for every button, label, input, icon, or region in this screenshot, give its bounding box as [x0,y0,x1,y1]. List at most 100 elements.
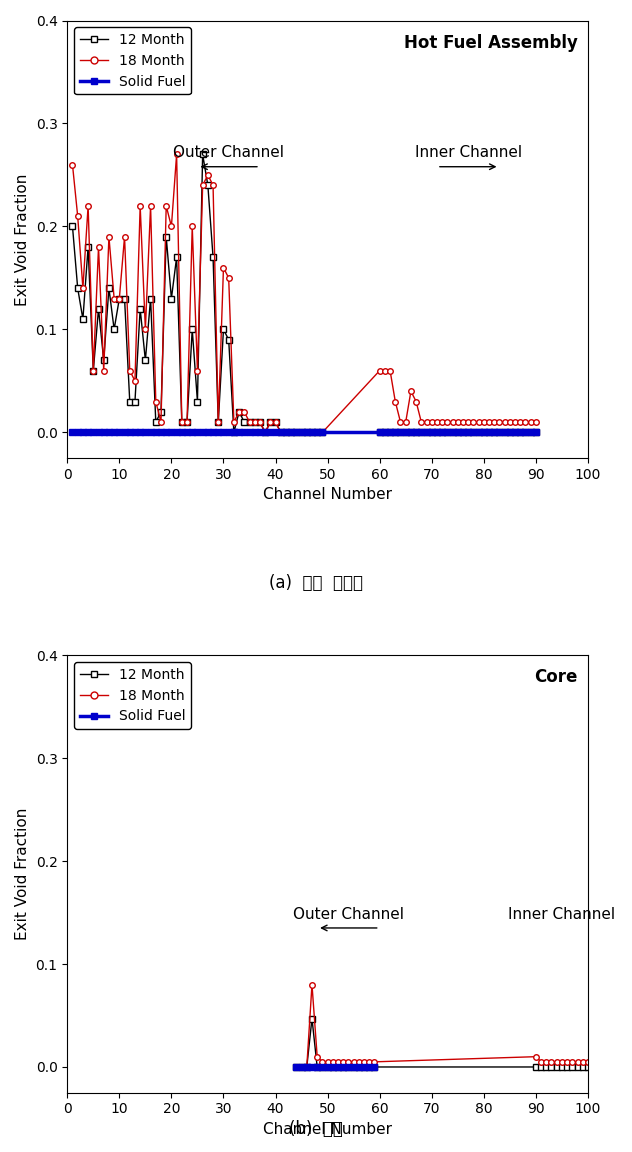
18 Month [173,147,180,161]
12 Month [381,425,389,439]
12 Month [324,1060,331,1074]
18 Month [532,1049,540,1063]
18 Month [298,1060,305,1074]
12 Month [532,425,540,439]
18 Month [344,1055,352,1069]
Solid Fuel [319,425,326,439]
18 Month [339,1055,347,1069]
12 Month [563,1060,571,1074]
Text: Outer Channel: Outer Channel [293,907,404,922]
12 Month [376,425,384,439]
X-axis label: Channel Number: Channel Number [263,487,392,502]
18 Month [324,1055,331,1069]
Text: Outer Channel: Outer Channel [173,144,284,159]
18 Month [308,978,316,992]
18 Month [376,364,384,378]
18 Month [329,1055,337,1069]
18 Month [293,1060,300,1074]
18 Month [574,1055,581,1069]
Text: (a)  고온  집합체: (a) 고온 집합체 [269,574,363,592]
X-axis label: Channel Number: Channel Number [263,1122,392,1137]
18 Month [532,415,540,429]
Solid Fuel [386,425,394,439]
12 Month [537,1060,545,1074]
12 Month [365,1060,373,1074]
18 Month [303,1060,310,1074]
Solid Fuel [329,1060,337,1074]
18 Month [69,158,76,172]
18 Month [371,1055,379,1069]
18 Month [563,1055,571,1069]
12 Month [558,1060,566,1074]
18 Month [397,415,404,429]
Solid Fuel [313,1060,321,1074]
18 Month [262,425,269,439]
18 Month [579,1055,586,1069]
Line: Solid Fuel: Solid Fuel [294,1064,377,1070]
Line: 12 Month: 12 Month [294,1016,591,1070]
18 Month [542,1055,550,1069]
Y-axis label: Exit Void Fraction: Exit Void Fraction [15,808,30,940]
12 Month [262,425,269,439]
18 Month [495,415,503,429]
Solid Fuel [350,1060,358,1074]
12 Month [542,1060,550,1074]
12 Month [199,147,207,161]
Solid Fuel [360,1060,368,1074]
18 Month [412,395,420,409]
12 Month [355,1060,363,1074]
Solid Fuel [339,1060,347,1074]
12 Month [69,220,76,234]
Solid Fuel [485,425,493,439]
Solid Fuel [293,1060,300,1074]
Solid Fuel [324,1060,331,1074]
Solid Fuel [308,1060,316,1074]
Legend: 12 Month, 18 Month, Solid Fuel: 12 Month, 18 Month, Solid Fuel [74,662,191,729]
18 Month [558,1055,566,1069]
Text: Inner Channel: Inner Channel [508,907,616,922]
18 Month [381,364,389,378]
18 Month [553,1055,561,1069]
18 Month [537,1055,545,1069]
12 Month [298,1060,305,1074]
Solid Fuel [344,1060,352,1074]
12 Month [230,425,238,439]
12 Month [344,1060,352,1074]
12 Month [532,1060,540,1074]
18 Month [569,1055,576,1069]
Solid Fuel [69,425,76,439]
12 Month [293,1060,300,1074]
18 Month [584,1055,592,1069]
18 Month [360,1055,368,1069]
Text: Hot Fuel Assembly: Hot Fuel Assembly [404,33,578,52]
Line: 12 Month: 12 Month [70,152,538,435]
Solid Fuel [298,1060,305,1074]
Line: Solid Fuel: Solid Fuel [70,430,538,435]
18 Month [334,1055,342,1069]
Legend: 12 Month, 18 Month, Solid Fuel: 12 Month, 18 Month, Solid Fuel [74,28,191,94]
12 Month [579,1060,586,1074]
12 Month [584,1060,592,1074]
18 Month [319,1055,326,1069]
18 Month [548,1055,556,1069]
Solid Fuel [532,425,540,439]
18 Month [365,1055,373,1069]
12 Month [553,1060,561,1074]
Solid Fuel [319,1060,326,1074]
Solid Fuel [355,1060,363,1074]
Solid Fuel [371,1060,379,1074]
Solid Fuel [313,425,321,439]
18 Month [256,415,264,429]
12 Month [334,1060,342,1074]
Solid Fuel [365,1060,373,1074]
18 Month [350,1055,358,1069]
12 Month [339,1060,347,1074]
Solid Fuel [303,1060,310,1074]
Solid Fuel [402,425,410,439]
18 Month [313,1049,321,1063]
18 Month [355,1055,363,1069]
12 Month [319,1060,326,1074]
12 Month [548,1060,556,1074]
12 Month [303,1060,310,1074]
12 Month [574,1060,581,1074]
